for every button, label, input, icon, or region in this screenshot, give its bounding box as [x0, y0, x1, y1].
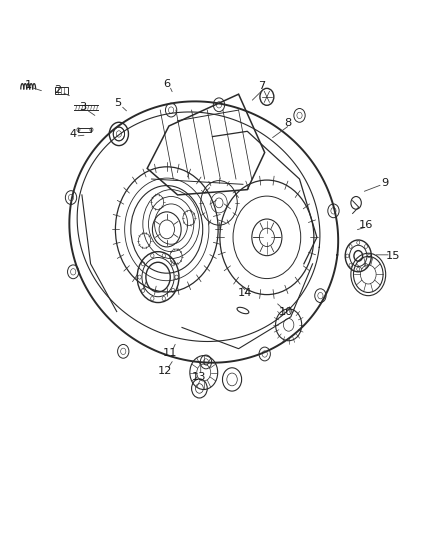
- Text: 5: 5: [114, 98, 122, 108]
- Bar: [78, 128, 92, 132]
- Text: 12: 12: [158, 367, 172, 376]
- Text: 2: 2: [54, 85, 61, 95]
- Text: 8: 8: [284, 118, 291, 128]
- Text: 7: 7: [258, 81, 265, 91]
- Text: 4: 4: [70, 129, 77, 139]
- Text: 14: 14: [238, 288, 252, 298]
- Text: 13: 13: [192, 372, 207, 382]
- Text: 9: 9: [381, 177, 389, 188]
- Text: 16: 16: [359, 220, 373, 230]
- Text: 11: 11: [163, 348, 177, 358]
- Text: 15: 15: [386, 251, 400, 261]
- Bar: [55, 87, 67, 94]
- Text: 6: 6: [163, 78, 170, 88]
- Text: 3: 3: [80, 102, 87, 112]
- Text: 1: 1: [25, 80, 32, 90]
- Text: 10: 10: [279, 306, 294, 317]
